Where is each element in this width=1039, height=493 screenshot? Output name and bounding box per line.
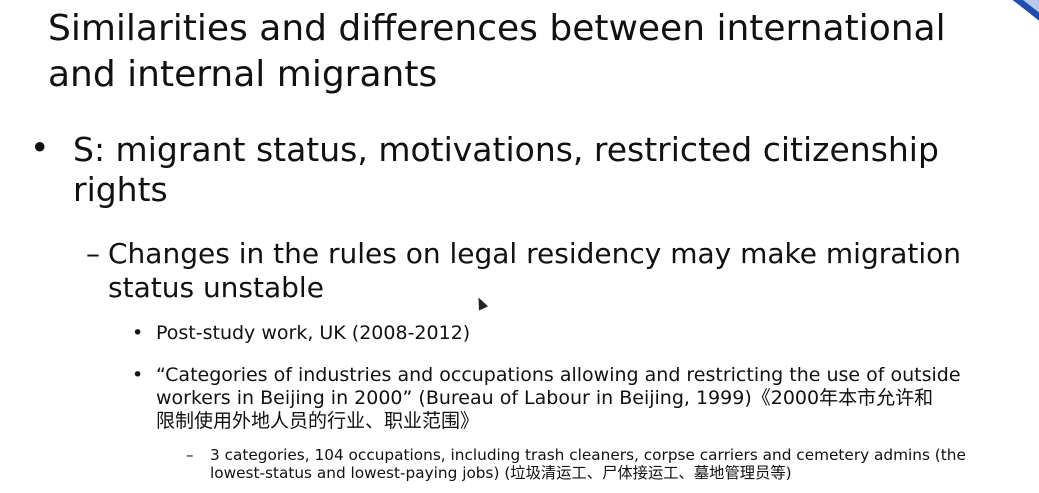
level3-item2-line-3: 限制使用外地人员的行业、职业范围》 [156, 410, 480, 432]
level1-line-1: S: migrant status, motivations, restrict… [73, 130, 939, 169]
level2-line-2: status unstable [108, 271, 324, 304]
title-line-1: Similarities and differences between int… [48, 8, 946, 49]
level1-bullet: • [30, 128, 50, 167]
level2-line-1: Changes in the rules on legal residency … [108, 237, 962, 270]
level4-line-2: lowest-status and lowest-paying jobs) (垃… [210, 464, 792, 482]
level2-dash: – [86, 237, 100, 270]
level4-point: 3 categories, 104 occupations, including… [210, 446, 1000, 482]
title-line-2: and internal migrants [48, 54, 438, 95]
level3-bullet-1: • [132, 322, 144, 344]
level3-item-categories: “Categories of industries and occupation… [156, 364, 1036, 433]
level3-bullet-2: • [132, 364, 144, 386]
slide-title: Similarities and differences between int… [48, 6, 1018, 98]
level4-dash: – [186, 446, 194, 464]
level1-line-2: rights [73, 170, 168, 209]
level3-item2-line-2: workers in Beijing in 2000” (Bureau of L… [156, 387, 934, 409]
level4-line-1: 3 categories, 104 occupations, including… [210, 446, 966, 464]
level3-item-post-study: Post-study work, UK (2008-2012) [156, 322, 471, 344]
level2-point: Changes in the rules on legal residency … [108, 237, 1008, 305]
level1-point: S: migrant status, motivations, restrict… [73, 130, 1023, 210]
level3-item2-line-1: “Categories of industries and occupation… [156, 364, 961, 386]
